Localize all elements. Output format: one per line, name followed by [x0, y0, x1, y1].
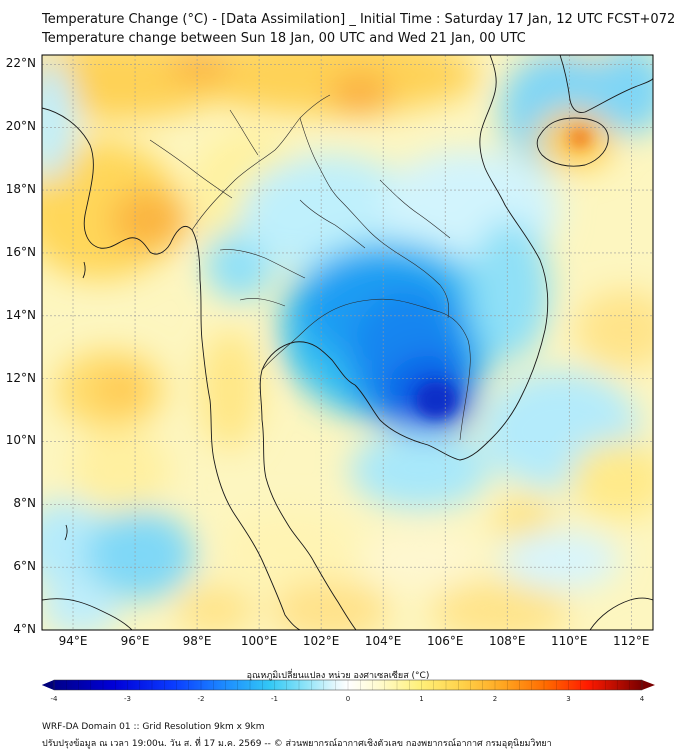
lon-label-110: 110°E	[551, 634, 588, 648]
lat-label-20: 20°N	[5, 119, 36, 134]
lon-label-104: 104°E	[364, 634, 402, 648]
lat-label-18: 18°N	[5, 182, 36, 197]
lon-label-98: 98°E	[182, 634, 212, 648]
graticule	[42, 55, 653, 630]
colorbar-tick-3: 3	[566, 695, 571, 703]
footer-domain-info: WRF-DA Domain 01 :: Grid Resolution 9km …	[42, 722, 265, 732]
colorbar-tick-0: 0	[345, 695, 351, 703]
map-frame	[41, 54, 654, 631]
colorbar-tick-minus2: -2	[197, 695, 205, 703]
map-title-line2: Temperature change between Sun 18 Jan, 0…	[42, 31, 526, 46]
lat-label-12: 12°N	[5, 370, 36, 385]
lon-label-108: 108°E	[488, 634, 526, 648]
map-title-line1: Temperature Change (°C) - [Data Assimila…	[42, 12, 676, 27]
footer-update-info: ปรับปรุงข้อมูล ณ เวลา 19:00น. วัน ส. ที่…	[42, 739, 552, 749]
colorbar-tick-minus3: -3	[124, 695, 131, 703]
colorbar-tick-1: 1	[419, 695, 424, 703]
lon-label-102: 102°E	[302, 634, 340, 648]
lon-label-100: 100°E	[240, 634, 278, 648]
lat-label-6: 6°N	[13, 559, 36, 574]
lon-label-106: 106°E	[426, 634, 464, 648]
colorbar-tick-minus1: -1	[271, 695, 278, 703]
lat-label-10: 10°N	[5, 433, 36, 448]
colorbar-max-arrow	[642, 680, 655, 690]
lat-label-16: 16°N	[5, 244, 36, 259]
lat-label-14: 14°N	[5, 307, 36, 322]
lat-label-8: 8°N	[13, 496, 36, 511]
map-figure	[41, 54, 655, 691]
temperature-field	[42, 55, 653, 630]
lon-label-94: 94°E	[58, 634, 88, 648]
colorbar-bar	[42, 680, 642, 690]
colorbar-label: อุณหภูมิเปลี่ยนแปลง หน่วย องศาเซลเซียส (…	[246, 671, 430, 681]
colorbar-tick-minus4: -4	[50, 695, 58, 703]
coastlines	[42, 55, 653, 630]
lon-label-112: 112°E	[613, 634, 650, 648]
colorbar-tick-4: 4	[639, 695, 645, 703]
colorbar-divisions	[66, 680, 630, 690]
country-borders	[149, 94, 471, 441]
colorbar-tick-2: 2	[492, 695, 498, 703]
lat-label-22: 22°N	[5, 56, 36, 71]
lon-label-96: 96°E	[120, 634, 150, 648]
colorbar-min-arrow	[42, 680, 54, 690]
lat-label-4: 4°N	[13, 622, 36, 636]
